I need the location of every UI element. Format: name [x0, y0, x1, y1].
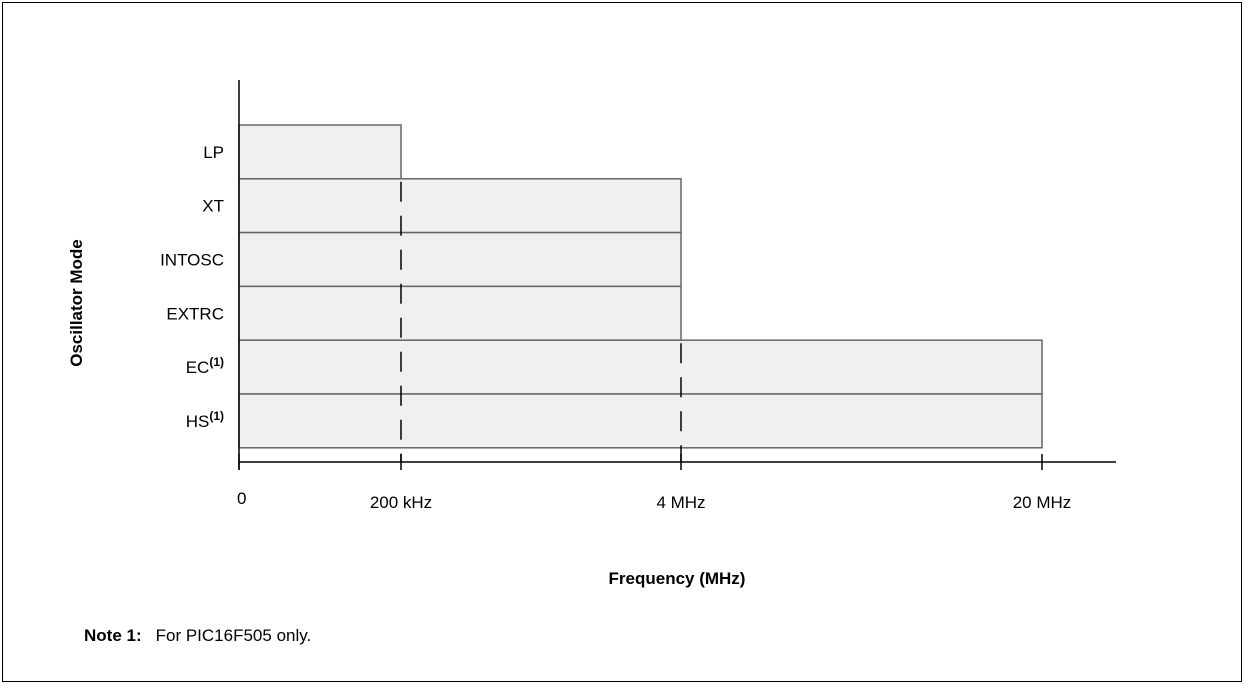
- x-tick-label-0: 0: [237, 489, 246, 508]
- y-tick-labels-group: LP XT INTOSC EXTRC EC(1) HS(1): [160, 143, 224, 431]
- tick-dash-lines: [400, 178, 682, 462]
- y-tick-label-lp: LP: [203, 143, 224, 162]
- bar-ec: [238, 339, 1043, 395]
- footnote: Note 1: For PIC16F505 only.: [84, 626, 311, 646]
- x-axis-title: Frequency (MHz): [609, 569, 746, 588]
- y-axis-title: Oscillator Mode: [67, 239, 86, 367]
- note-text: For PIC16F505 only.: [155, 626, 312, 645]
- bars-group: [238, 124, 1043, 449]
- y-tick-label-extrc: EXTRC: [166, 304, 224, 323]
- x-tick-label-20-mhz: 20 MHz: [1013, 493, 1072, 512]
- bar-extrc: [238, 285, 682, 341]
- y-tick-label-ec: EC(1): [186, 355, 224, 377]
- bar-lp: [238, 124, 402, 180]
- bar-xt: [238, 178, 682, 234]
- x-tick-label-200-khz: 200 kHz: [370, 493, 432, 512]
- y-tick-label-intosc: INTOSC: [160, 251, 224, 270]
- bar-intosc: [238, 231, 682, 288]
- bar-hs: [238, 393, 1043, 449]
- x-ticks-group: 0 200 kHz 4 MHz 20 MHz: [237, 454, 1071, 512]
- x-tick-label-4-mhz: 4 MHz: [656, 493, 705, 512]
- y-tick-label-hs: HS(1): [186, 409, 224, 431]
- y-tick-label-xt: XT: [202, 197, 224, 216]
- note-label: Note 1:: [84, 626, 142, 645]
